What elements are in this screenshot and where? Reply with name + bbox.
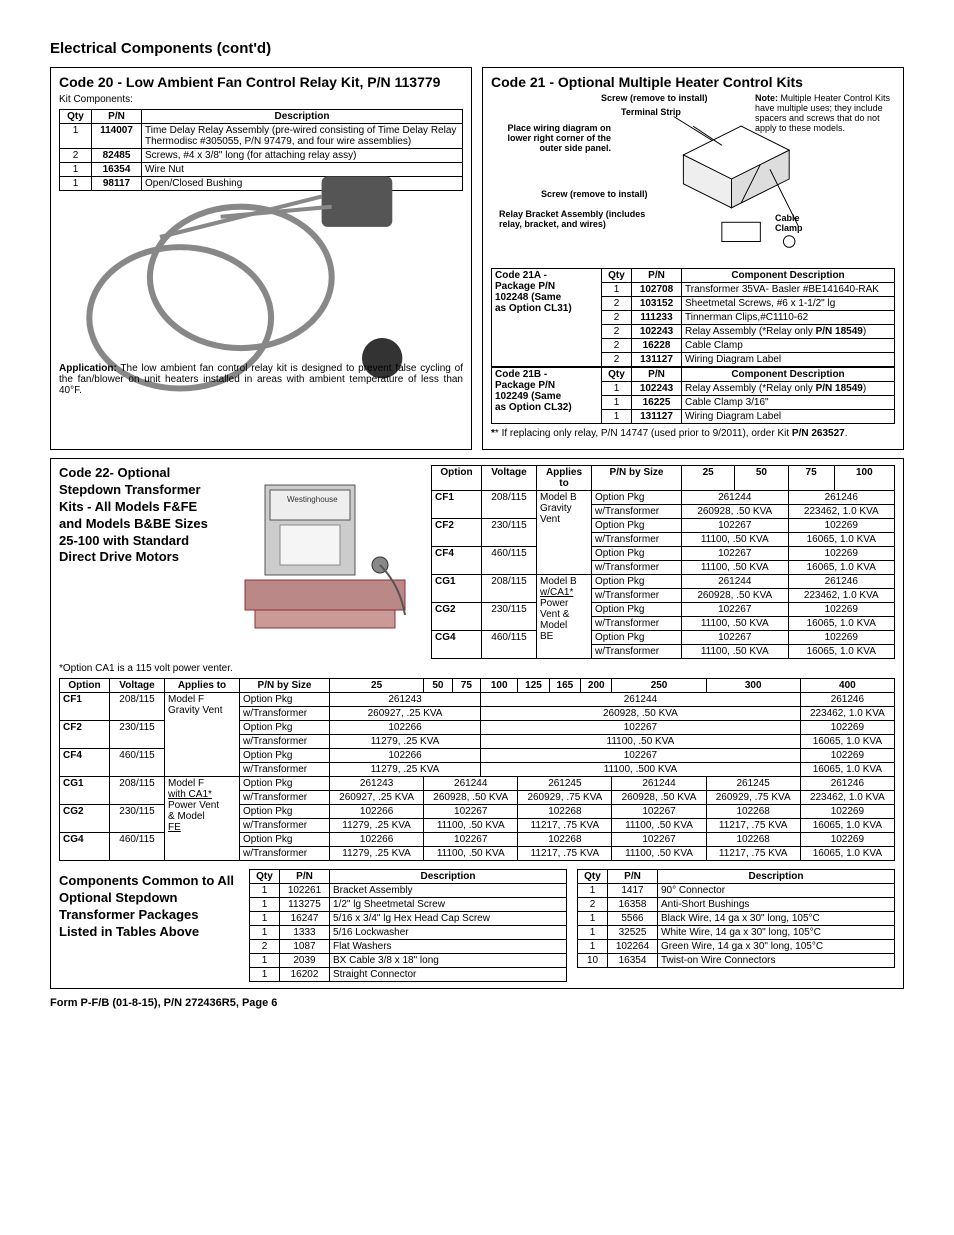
th: 400 xyxy=(800,679,894,693)
table-row: 15566Black Wire, 14 ga x 30" long, 105°C xyxy=(578,912,895,926)
table-row: 21087Flat Washers xyxy=(250,940,567,954)
code22-title: Code 22- Optional Stepdown Transformer K… xyxy=(59,465,219,566)
table-row: Code 21A -Package P/N102248 (Sameas Opti… xyxy=(492,269,895,283)
cl-desc: Description xyxy=(330,870,567,884)
footnote-pre: * If replacing only relay, P/N 14747 (us… xyxy=(495,428,792,439)
table-row: 1016354Twist-on Wire Connectors xyxy=(578,954,895,968)
relay-kit-image xyxy=(59,197,463,357)
code20-box: Code 20 - Low Ambient Fan Control Relay … xyxy=(50,67,472,450)
code22-option-note: *Option CA1 is a 115 volt power venter. xyxy=(59,663,895,674)
th: Applies to xyxy=(537,466,592,491)
th: 75 xyxy=(788,466,834,491)
components-row: Components Common to All Optional Stepdo… xyxy=(59,869,895,982)
code21-diagram: Screw (remove to install) Terminal Strip… xyxy=(491,94,895,264)
table-row: 132525White Wire, 14 ga x 30" long, 105°… xyxy=(578,926,895,940)
table-row: 1141790° Connector xyxy=(578,884,895,898)
table-row: CG4460/115Option Pkg102267102269 xyxy=(432,631,895,645)
kit-components-label: Kit Components: xyxy=(59,94,463,105)
table-row: 12039BX Cable 3/8 x 18" long xyxy=(250,954,567,968)
table-row: 1102264Green Wire, 14 ga x 30" long, 105… xyxy=(578,940,895,954)
th-pn: P/N xyxy=(92,110,142,124)
th-desc: Description xyxy=(142,110,463,124)
table-row: CG1208/115Model Fwith CA1*Power Vent& Mo… xyxy=(60,777,895,791)
svg-text:Westinghouse: Westinghouse xyxy=(287,495,338,504)
code20-title: Code 20 - Low Ambient Fan Control Relay … xyxy=(59,74,463,90)
transformer-image: Westinghouse xyxy=(225,465,425,655)
code22-lower-table: OptionVoltageApplies toP/N by Size255075… xyxy=(59,678,895,861)
table-row: CF1208/115Model F Gravity VentOption Pkg… xyxy=(60,693,895,707)
table-row: 216358Anti-Short Bushings xyxy=(578,898,895,912)
th: P/N by Size xyxy=(592,466,682,491)
components-title: Components Common to All Optional Stepdo… xyxy=(59,869,239,941)
th: 200 xyxy=(581,679,612,693)
table-row: CF4460/115Option Pkg102267102269 xyxy=(432,547,895,561)
th-qty: Qty xyxy=(60,110,92,124)
th: Applies to xyxy=(165,679,240,693)
code21-footnote: ** If replacing only relay, P/N 14747 (u… xyxy=(491,428,895,439)
th: 50 xyxy=(735,466,788,491)
table-row: 11132751/2" lg Sheetmetal Screw xyxy=(250,898,567,912)
code21-title: Code 21 - Optional Multiple Heater Contr… xyxy=(491,74,895,90)
code22-upper-table: OptionVoltageApplies toP/N by Size255075… xyxy=(431,465,895,659)
th: 25 xyxy=(330,679,424,693)
table-row: 116202Straight Connector xyxy=(250,968,567,982)
page-title: Electrical Components (cont'd) xyxy=(50,40,904,57)
table-row: Code 21B -Package P/N102249 (Sameas Opti… xyxy=(492,368,895,382)
th: P/N by Size xyxy=(240,679,330,693)
code21a-table: Code 21A -Package P/N102248 (Sameas Opti… xyxy=(491,268,895,367)
th: Voltage xyxy=(110,679,165,693)
th: 100 xyxy=(481,679,518,693)
table-row: 1102261Bracket Assembly xyxy=(250,884,567,898)
code22-header-row: Code 22- Optional Stepdown Transformer K… xyxy=(59,465,895,659)
th: 100 xyxy=(834,466,894,491)
footnote-bold: P/N 263527 xyxy=(792,428,845,439)
th: Option xyxy=(432,466,482,491)
code22-box: Code 22- Optional Stepdown Transformer K… xyxy=(50,458,904,989)
th: 300 xyxy=(706,679,800,693)
th: 250 xyxy=(612,679,706,693)
table-row: CG1208/115Model Bw/CA1*PowerVent &ModelB… xyxy=(432,575,895,589)
th: 165 xyxy=(549,679,580,693)
th: Voltage xyxy=(482,466,537,491)
th: 125 xyxy=(518,679,549,693)
top-row: Code 20 - Low Ambient Fan Control Relay … xyxy=(50,67,904,458)
cl-qty: Qty xyxy=(250,870,280,884)
code21b-table: Code 21B -Package P/N102249 (Sameas Opti… xyxy=(491,367,895,424)
code21-box: Code 21 - Optional Multiple Heater Contr… xyxy=(482,67,904,450)
footnote-post: . xyxy=(845,428,848,439)
th: 75 xyxy=(452,679,480,693)
table-row: 113335/16 Lockwasher xyxy=(250,926,567,940)
components-right-table: Qty P/N Description 1141790° Connector21… xyxy=(577,869,895,968)
th: 50 xyxy=(424,679,452,693)
application-label: Application: xyxy=(59,363,117,374)
cr-desc: Description xyxy=(658,870,895,884)
page-footer: Form P-F/B (01-8-15), P/N 272436R5, Page… xyxy=(50,997,904,1009)
table-row: CF2230/115Option Pkg102267102269 xyxy=(432,519,895,533)
code22-upper-wrap: OptionVoltageApplies toP/N by Size255075… xyxy=(431,465,895,659)
components-left-table: Qty P/N Description 1102261Bracket Assem… xyxy=(249,869,567,982)
table-row: CG2230/115Option Pkg102267102269 xyxy=(432,603,895,617)
th: Option xyxy=(60,679,110,693)
cr-qty: Qty xyxy=(578,870,608,884)
table-row: 1162475/16 x 3/4" lg Hex Head Cap Screw xyxy=(250,912,567,926)
cl-pn: P/N xyxy=(280,870,330,884)
th: 25 xyxy=(682,466,735,491)
table-row: CF1208/115Model B Gravity VentOption Pkg… xyxy=(432,491,895,505)
cr-pn: P/N xyxy=(608,870,658,884)
